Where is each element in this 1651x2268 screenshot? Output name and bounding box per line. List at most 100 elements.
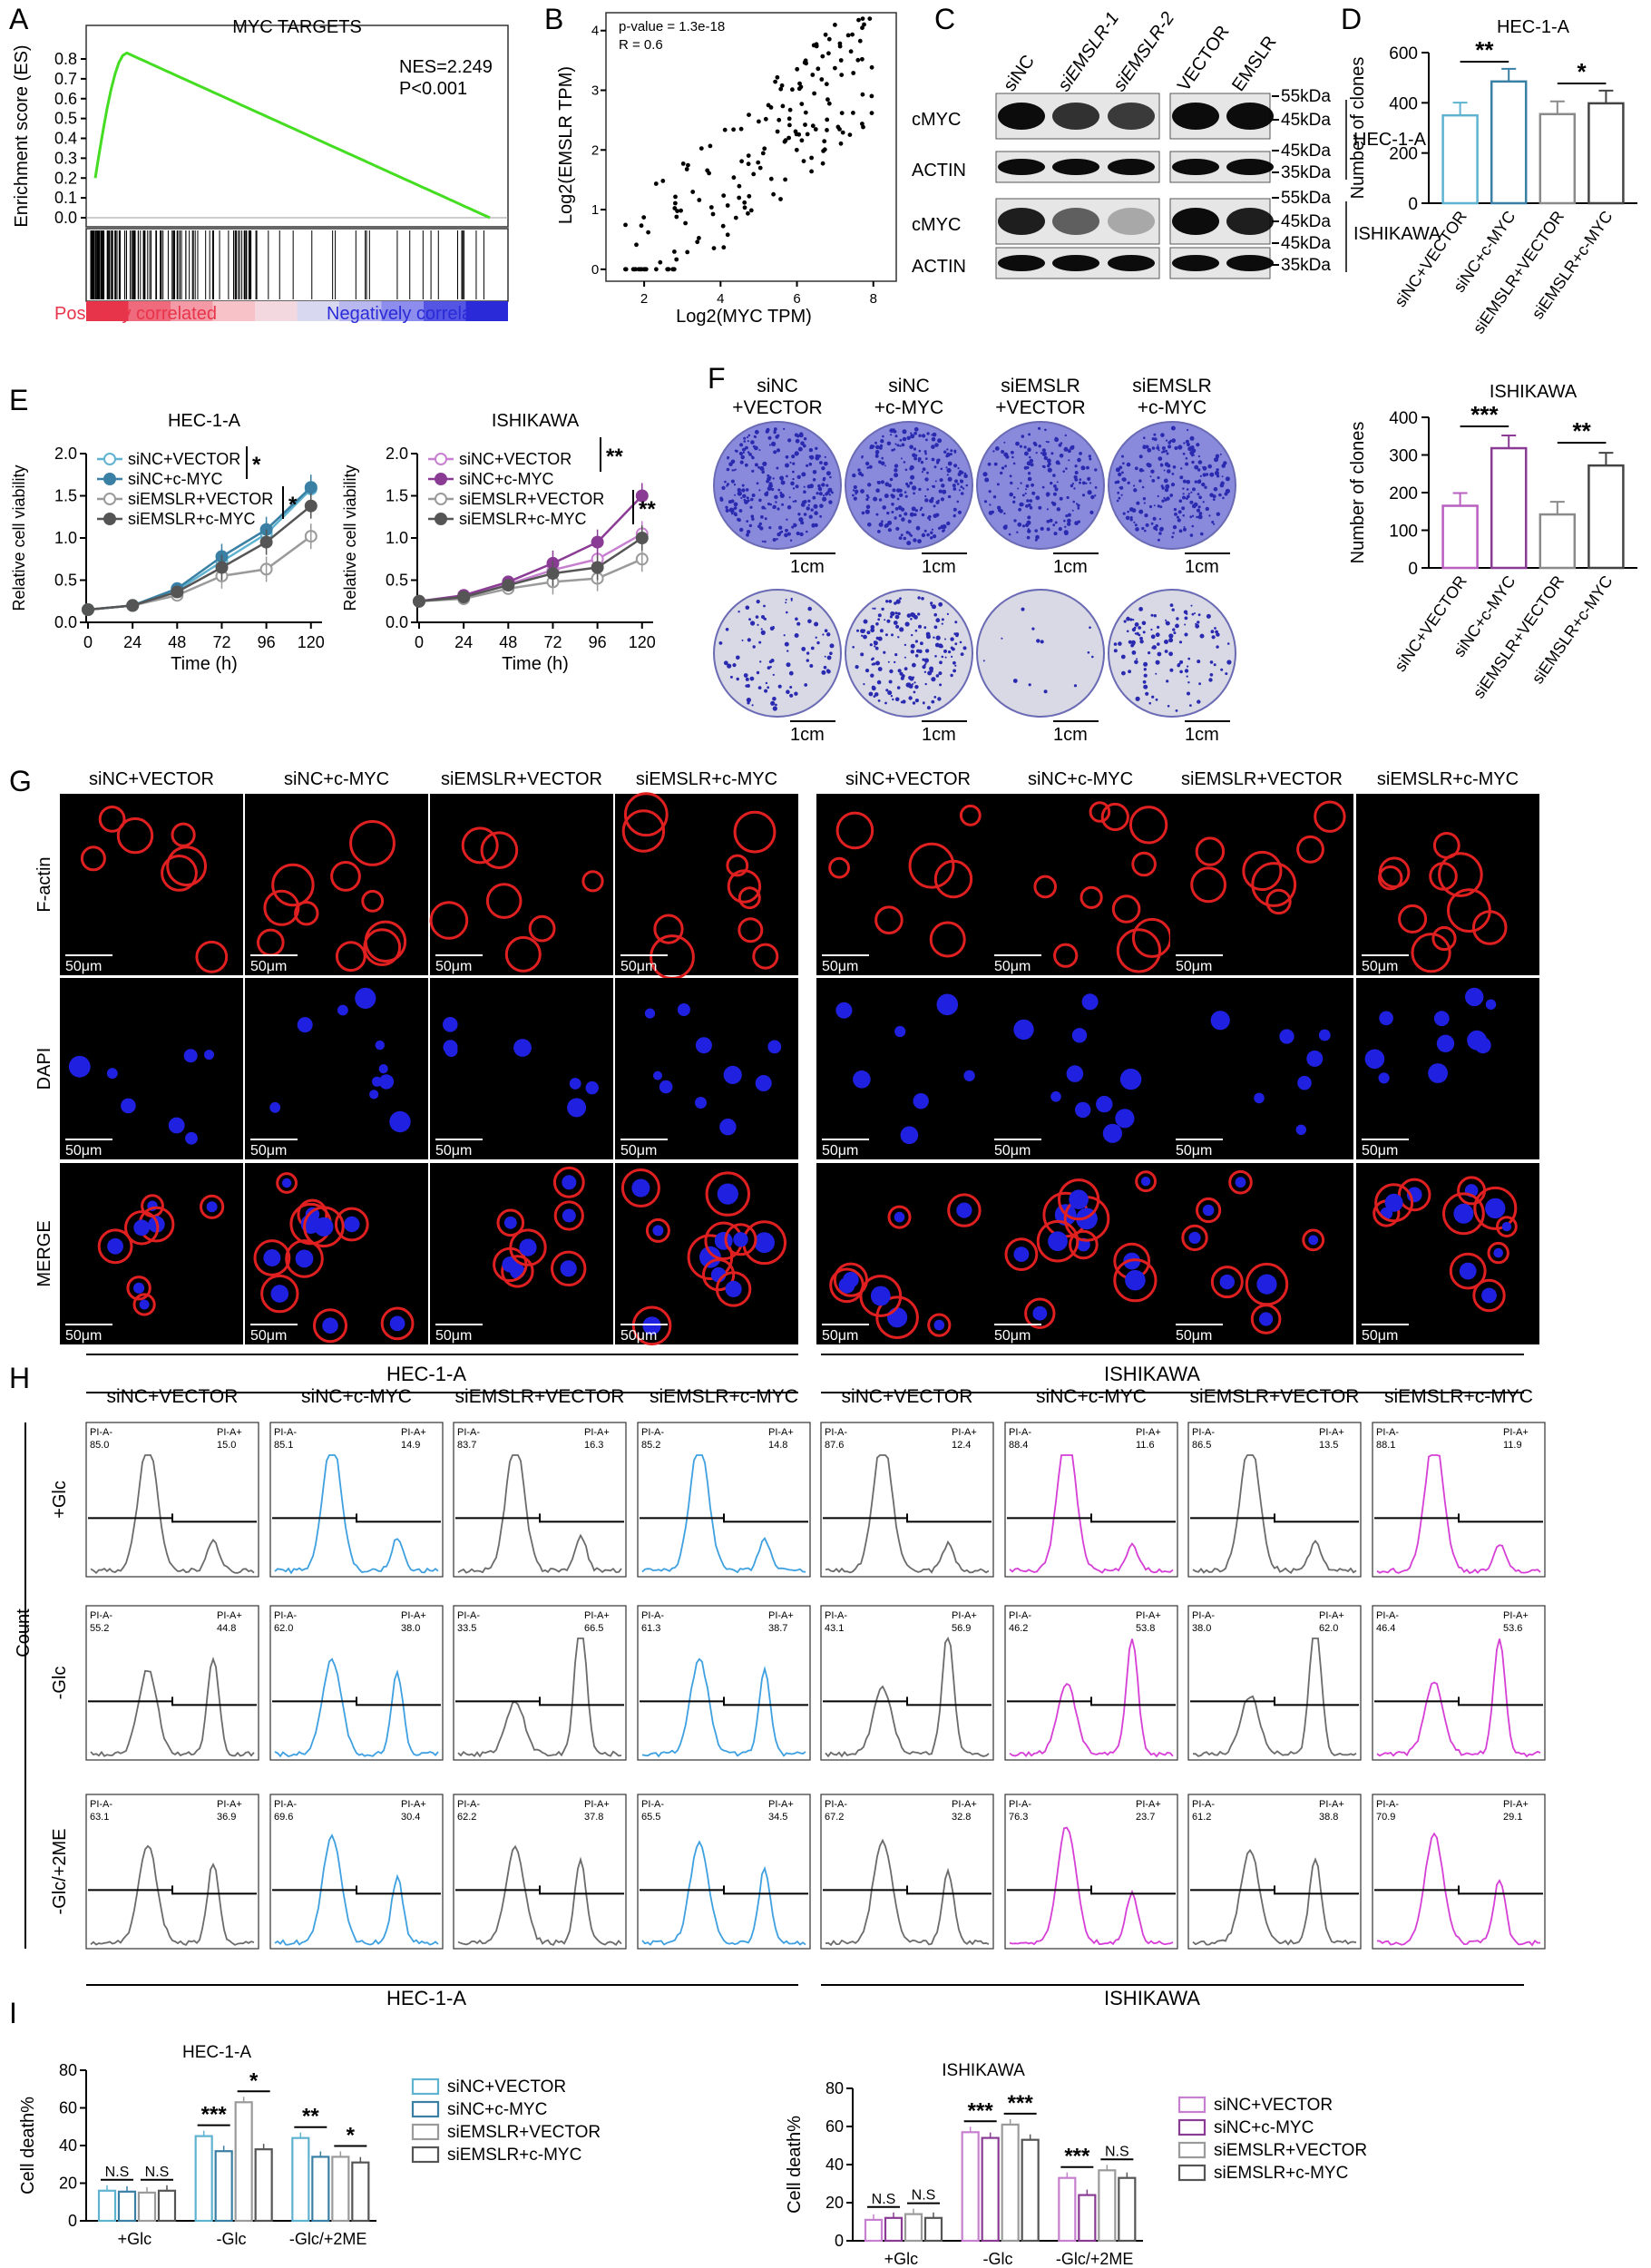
colony-dot <box>1216 645 1219 649</box>
scatter-point <box>775 129 780 134</box>
colony-dot <box>884 482 890 487</box>
colony-dot <box>786 689 790 694</box>
colony-dot <box>1058 527 1062 532</box>
viability-legend-label: siEMSLR+VECTOR <box>128 490 273 508</box>
western-band <box>998 103 1045 130</box>
colony-dot <box>1028 683 1031 687</box>
clones-ytick-label: 400 <box>1389 94 1418 113</box>
scatter-point <box>684 167 689 171</box>
western-marker-label: 35kDa <box>1281 256 1331 275</box>
colony-scale-label: 1cm <box>1185 557 1219 577</box>
if-nucleus <box>767 1040 782 1054</box>
western-row-label: ACTIN <box>912 257 966 277</box>
colony-dot <box>1186 443 1190 446</box>
colony-dot <box>896 497 900 501</box>
if-nucleus <box>1485 999 1497 1010</box>
colony-dot <box>746 435 749 439</box>
flow-neg-percent: 55.2 <box>90 1623 109 1634</box>
scatter-point <box>623 267 628 272</box>
colony-dot <box>894 443 897 445</box>
colony-dot <box>866 631 871 635</box>
scatter-frame <box>605 12 897 282</box>
colony-dot <box>772 673 775 677</box>
if-actin-cell <box>1181 1224 1208 1252</box>
death-legend-label: siEMSLR+c-MYC <box>1214 2164 1348 2183</box>
colony-dot <box>951 655 953 659</box>
if-col-label: siNC+c-MYC <box>284 769 389 789</box>
colony-dot <box>1209 660 1214 664</box>
if-scale-label: 50μm <box>1362 1328 1398 1344</box>
scatter-point <box>757 165 763 171</box>
scatter-point <box>850 32 855 37</box>
colony-dot <box>1163 469 1166 472</box>
if-actin-cell <box>461 826 499 865</box>
colony-dot <box>1178 529 1183 533</box>
colony-dot <box>865 669 870 673</box>
colony-dot <box>929 666 934 671</box>
colony-dot <box>1179 475 1184 480</box>
colony-dot <box>1197 468 1201 472</box>
if-image-tile <box>1356 978 1539 1159</box>
colony-dot <box>1157 504 1160 508</box>
colony-dot <box>1198 682 1201 686</box>
colony-dot <box>823 665 827 670</box>
colony-dot <box>918 434 922 437</box>
viability-sig-star: ** <box>639 497 656 522</box>
colony-dot <box>1157 476 1160 480</box>
colony-dot <box>856 629 859 632</box>
colony-dot <box>819 503 824 508</box>
colony-dot <box>818 484 821 487</box>
colony-dot <box>1184 632 1188 637</box>
scatter-xtick-label: 6 <box>793 291 800 307</box>
clones-bar <box>1441 504 1479 570</box>
if-actin-cell <box>551 1250 587 1287</box>
gsea-gradient-block <box>255 301 298 321</box>
colony-dot <box>1077 503 1080 507</box>
if-nucleus <box>1279 1029 1294 1044</box>
colony-dot <box>931 434 933 436</box>
scatter-point <box>860 122 865 126</box>
colony-dot <box>785 528 788 533</box>
colony-dot <box>748 523 752 528</box>
colony-dot <box>1031 491 1036 495</box>
flow-neg-percent: 46.4 <box>1376 1623 1395 1634</box>
if-scale-label: 50μm <box>435 959 472 974</box>
panel-letter-E: E <box>9 384 28 416</box>
colony-dot <box>793 523 797 528</box>
scatter-point <box>801 159 806 164</box>
western-band <box>1108 159 1155 175</box>
gsea-gradient-block <box>381 301 424 321</box>
flow-neg-percent: 70.9 <box>1376 1812 1395 1823</box>
colony-dot <box>789 693 794 698</box>
colony-dot <box>1225 476 1230 482</box>
scatter-point <box>731 175 737 181</box>
colony-dot <box>1141 621 1147 626</box>
colony-dot <box>1210 630 1215 634</box>
colony-dot <box>941 655 944 659</box>
flow-pos-gate-label: PI-A+ <box>1319 1799 1344 1810</box>
flow-pos-gate-label: PI-A+ <box>584 1427 610 1438</box>
if-actin-cell <box>875 1295 919 1339</box>
scatter-xtick-label: 2 <box>640 291 648 307</box>
if-nucleus <box>1465 987 1484 1007</box>
flow-neg-percent: 88.1 <box>1376 1440 1395 1451</box>
colony-dot <box>829 651 833 655</box>
if-nucleus <box>887 1307 908 1328</box>
if-nucleus <box>314 1217 334 1237</box>
colony-dot <box>1189 533 1194 537</box>
colony-dot <box>923 450 927 454</box>
scatter-point <box>722 127 728 132</box>
western-band <box>1052 103 1099 130</box>
scatter-point <box>675 209 679 214</box>
death-ytick-label: 40 <box>59 2136 77 2155</box>
if-nucleus <box>585 1080 599 1095</box>
colony-dot <box>734 468 737 471</box>
if-actin-cell <box>485 883 523 919</box>
colony-dot <box>1136 658 1138 660</box>
colony-dot <box>947 476 952 482</box>
colony-dot <box>780 530 784 533</box>
if-scale-label: 50μm <box>620 1143 657 1158</box>
scatter-ytick-label: 2 <box>591 142 599 158</box>
scatter-point <box>799 102 805 106</box>
scatter-point <box>820 54 826 59</box>
